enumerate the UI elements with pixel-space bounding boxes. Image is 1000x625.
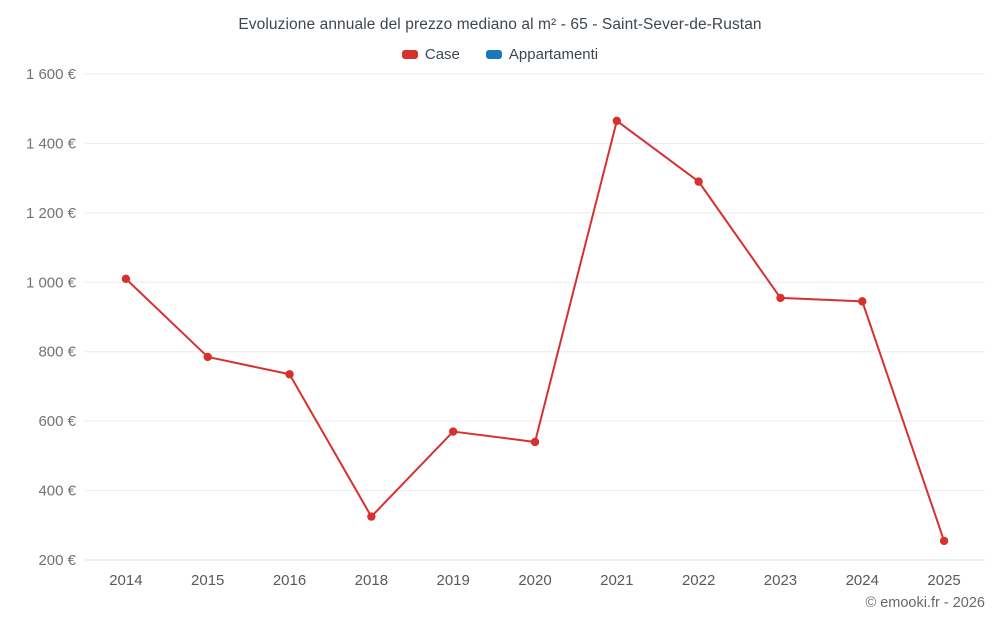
- data-point-case-2025[interactable]: [939, 536, 949, 546]
- data-point-case-2014[interactable]: [121, 274, 131, 284]
- y-tick-label: 800 €: [38, 344, 76, 361]
- y-tick-label: 600 €: [38, 413, 76, 430]
- data-point-case-2018[interactable]: [367, 512, 376, 521]
- appartamenti-series-marker-icon: [485, 50, 502, 59]
- data-point-case-2021[interactable]: [612, 116, 622, 126]
- x-tick-label: 2018: [355, 572, 388, 589]
- x-tick-label: 2020: [518, 572, 551, 589]
- data-point-case-2024[interactable]: [858, 297, 867, 306]
- case-legend-label: Case: [424, 46, 460, 63]
- legend-item-appartamenti[interactable]: Appartamenti: [485, 46, 599, 63]
- y-tick-label: 1 200 €: [26, 205, 77, 222]
- x-tick-label: 2014: [109, 572, 142, 589]
- series-line-case: [125, 119, 946, 542]
- x-tick-label: 2019: [436, 572, 469, 589]
- x-tick-label: 2025: [927, 572, 960, 589]
- legend: Case Appartamenti: [0, 46, 1000, 63]
- x-tick-label: 2015: [191, 572, 224, 589]
- x-tick-label: 2021: [600, 572, 633, 589]
- y-tick-label: 200 €: [38, 552, 76, 569]
- x-tick-label: 2023: [764, 572, 797, 589]
- data-point-case-2022[interactable]: [694, 177, 703, 186]
- chart-title: Evoluzione annuale del prezzo mediano al…: [238, 16, 762, 33]
- case-series-marker-icon: [401, 50, 418, 59]
- y-tick-label: 1 400 €: [26, 135, 77, 152]
- data-point-case-2016[interactable]: [285, 370, 294, 379]
- data-point-case-2019[interactable]: [448, 427, 458, 436]
- data-point-case-2020[interactable]: [530, 437, 540, 447]
- x-tick-label: 2024: [846, 572, 879, 589]
- legend-item-case[interactable]: Case: [401, 46, 460, 63]
- y-tick-label: 1 000 €: [26, 274, 77, 291]
- x-tick-label: 2016: [273, 572, 306, 589]
- y-tick-label: 1 600 €: [26, 66, 77, 83]
- x-tick-label: 2022: [682, 572, 715, 589]
- appartamenti-legend-label: Appartamenti: [508, 46, 599, 63]
- data-point-case-2023[interactable]: [776, 293, 785, 303]
- copyright: © emooki.fr - 2026: [865, 595, 985, 611]
- y-tick-label: 400 €: [38, 483, 76, 500]
- data-point-case-2015[interactable]: [203, 352, 212, 362]
